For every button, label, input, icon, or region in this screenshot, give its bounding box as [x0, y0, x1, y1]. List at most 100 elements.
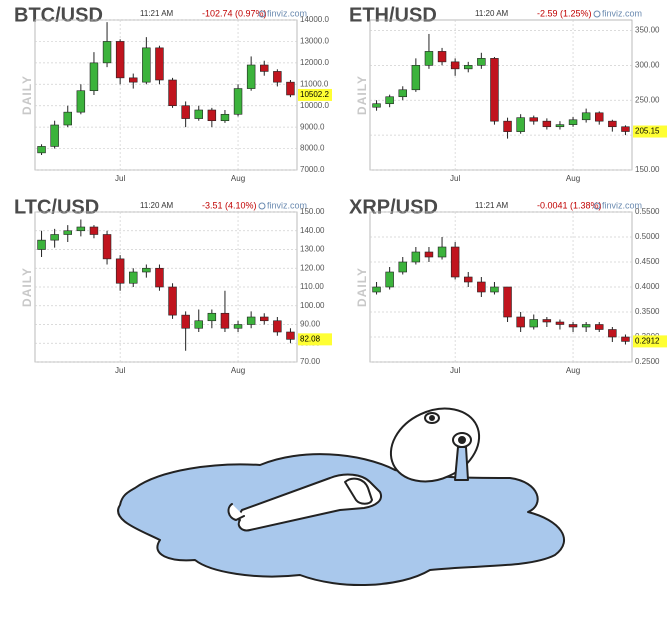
- candle-body: [115, 41, 125, 79]
- chart-panel: BTC/USD 11:21 AM -102.74 (0.97%) finviz.com…: [14, 4, 332, 183]
- candle-body: [181, 314, 190, 329]
- candle-body: [246, 316, 256, 325]
- y-tick-label: 140.00: [300, 226, 325, 235]
- x-tick-label: Aug: [566, 366, 580, 375]
- candle-body: [555, 321, 565, 325]
- x-tick-label: Aug: [566, 174, 580, 183]
- candle-body: [63, 111, 72, 126]
- candle-body: [233, 88, 243, 115]
- candle-body: [450, 246, 460, 278]
- tear: [454, 446, 469, 481]
- candle-body: [621, 126, 630, 132]
- candle-body: [424, 251, 434, 258]
- last-price-box: [298, 333, 332, 346]
- last-price-label: 82.08: [300, 334, 321, 343]
- charts: BTC/USD 11:21 AM -102.74 (0.97%) finviz.com…: [14, 4, 667, 375]
- price-change: -3.51 (4.10%): [202, 200, 257, 210]
- candle-body: [181, 105, 190, 119]
- y-tick-label: 100.00: [300, 301, 325, 310]
- candle-body: [398, 89, 407, 98]
- timestamp: 11:21 AM: [140, 9, 174, 18]
- candle-body: [207, 109, 217, 122]
- candle-body: [220, 113, 230, 122]
- y-tick-label: 300.00: [635, 60, 660, 69]
- candle-body: [490, 58, 499, 122]
- chart-panel: ETH/USD 11:20 AM -2.59 (1.25%) finviz.com DA…: [349, 4, 667, 183]
- candle-body: [194, 109, 203, 119]
- candle-body: [529, 117, 538, 122]
- x-tick-label: Aug: [231, 174, 245, 183]
- candle-body: [115, 258, 125, 284]
- plot-frame: [34, 211, 298, 363]
- source: finviz.com: [267, 200, 307, 210]
- candle-body: [464, 65, 473, 70]
- feet: [227, 503, 251, 532]
- candle-body: [398, 261, 407, 273]
- candle-body: [503, 120, 512, 132]
- candle-body: [102, 41, 112, 64]
- candle-body: [581, 324, 591, 328]
- y-tick-label: 110.00: [300, 282, 324, 291]
- last-price-label: 205.15: [635, 127, 660, 136]
- y-tick-label: 0.4500: [635, 257, 660, 266]
- y-tick-label: 10000.0: [300, 101, 329, 110]
- x-tick-label: Jul: [115, 174, 125, 183]
- candle-body: [595, 324, 604, 330]
- y-tick-label: 9000.0: [300, 122, 325, 131]
- source-icon: [258, 10, 266, 18]
- candle-body: [608, 329, 617, 338]
- candle-body: [260, 64, 269, 72]
- candle-body: [477, 58, 486, 66]
- chart-title: BTC/USD: [14, 4, 103, 26]
- x-tick-label: Aug: [231, 366, 245, 375]
- candle-body: [286, 331, 295, 340]
- candle-body: [233, 324, 243, 329]
- candle-body: [385, 96, 394, 105]
- candle-body: [437, 246, 447, 258]
- y-tick-label: 250.00: [635, 95, 660, 104]
- candle-body: [207, 312, 217, 322]
- candle-body: [89, 62, 99, 92]
- puddle: [117, 453, 566, 586]
- candle-body: [542, 319, 552, 323]
- last-price-label: 10502.2: [300, 90, 329, 99]
- y-tick-label: 12000.0: [300, 58, 329, 67]
- pupil: [458, 436, 466, 444]
- candle-body: [37, 239, 46, 250]
- source-icon: [593, 10, 601, 18]
- candle-body: [372, 286, 381, 293]
- y-tick-label: 0.3500: [635, 307, 660, 316]
- chart-title: ETH/USD: [349, 4, 437, 26]
- pupil: [429, 415, 435, 421]
- y-tick-label: 90.00: [300, 320, 321, 329]
- candle-body: [424, 51, 434, 66]
- period-label: DAILY: [20, 75, 34, 115]
- y-tick-label: 13000.0: [300, 37, 329, 46]
- candle-body: [37, 146, 46, 154]
- y-tick-label: 7000.0: [300, 165, 325, 174]
- period-label: DAILY: [355, 75, 369, 115]
- x-tick-label: Jul: [450, 366, 460, 375]
- timestamp: 11:20 AM: [140, 201, 174, 210]
- candle-body: [529, 319, 538, 328]
- x-tick-label: Jul: [115, 366, 125, 375]
- candle-body: [503, 286, 512, 318]
- candle-body: [102, 234, 112, 260]
- candle-body: [516, 117, 525, 132]
- plot-frame: [369, 19, 633, 171]
- crying-cartoon: [117, 407, 566, 586]
- candle-body: [450, 61, 460, 70]
- candle-body: [89, 226, 99, 235]
- candle-body: [273, 320, 282, 333]
- candle-body: [63, 230, 72, 235]
- candle-body: [286, 81, 295, 96]
- candle-body: [129, 77, 138, 83]
- chart-title: LTC/USD: [14, 196, 99, 218]
- candle-body: [155, 47, 164, 81]
- y-tick-label: 350.00: [635, 26, 660, 35]
- y-tick-label: 150.00: [635, 165, 660, 174]
- candle-body: [260, 316, 269, 322]
- candle-body: [595, 112, 604, 122]
- candle-body: [411, 65, 421, 91]
- period-label: DAILY: [20, 267, 34, 307]
